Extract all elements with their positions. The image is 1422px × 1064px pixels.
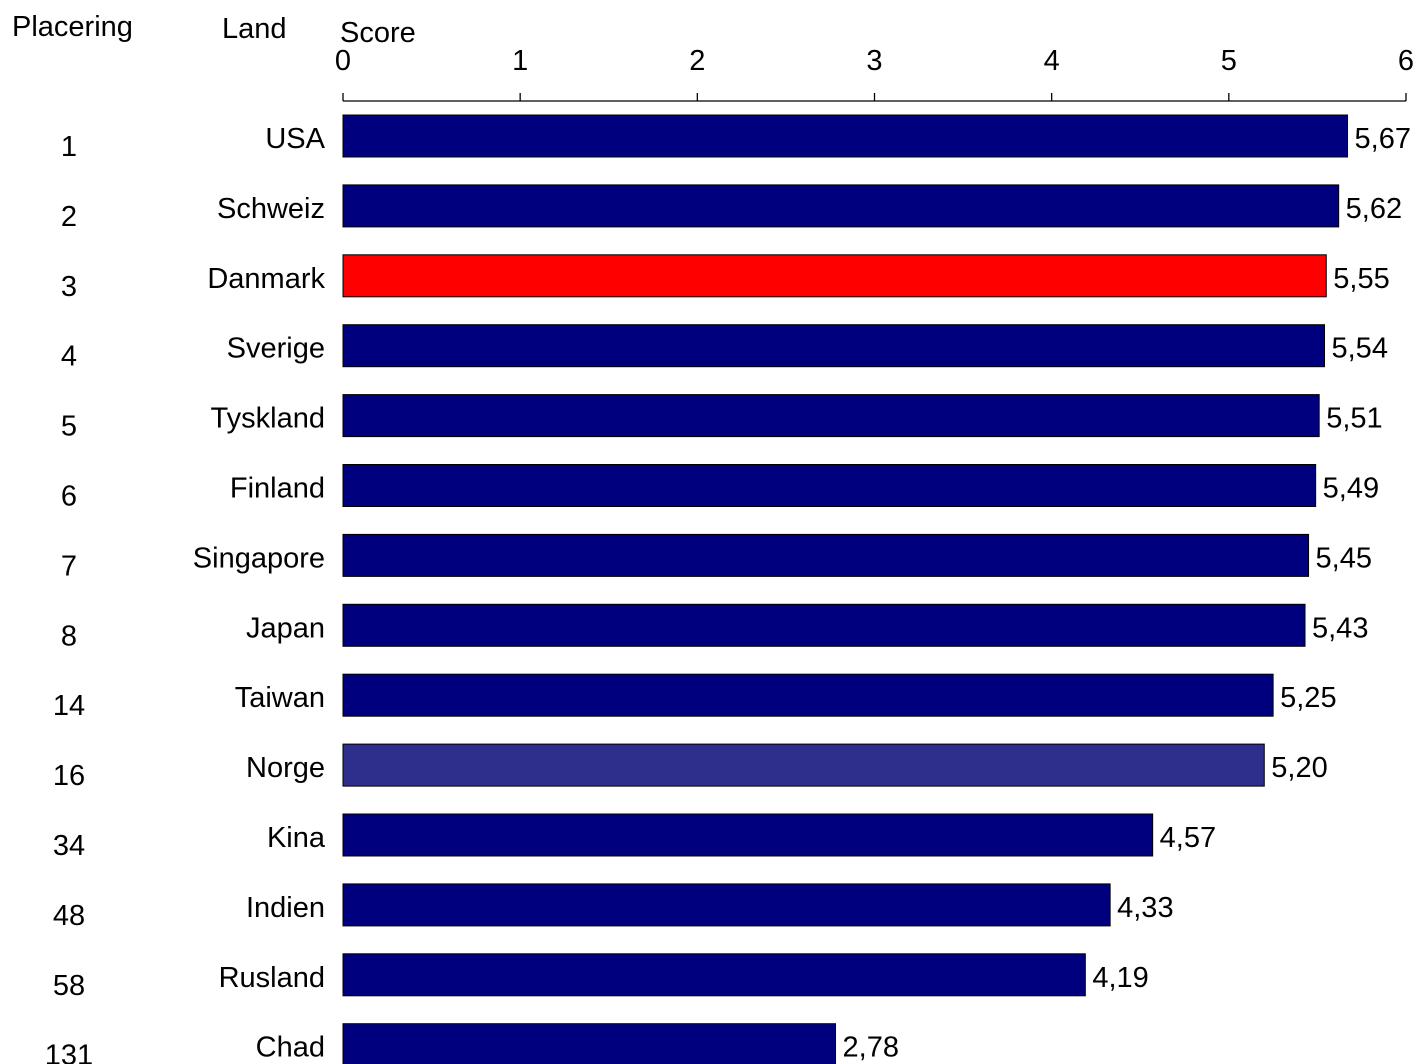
value-label: 4,57 [1160, 822, 1216, 854]
country-label: Rusland [219, 962, 325, 994]
value-label: 5,62 [1346, 193, 1402, 225]
header-rank: Placering [12, 11, 133, 43]
x-tick-label: 0 [335, 45, 351, 77]
rank-label: 34 [53, 830, 85, 862]
rank-label: 48 [53, 900, 85, 932]
rank-label: 8 [61, 620, 77, 652]
country-label: Norge [246, 752, 325, 784]
rank-label: 3 [61, 271, 77, 303]
x-tick-label: 5 [1221, 45, 1237, 77]
bar [342, 743, 1265, 787]
rank-label: 6 [61, 481, 77, 513]
bar [342, 324, 1326, 368]
rank-label: 7 [61, 550, 77, 582]
value-label: 5,67 [1355, 123, 1411, 155]
bar [342, 114, 1349, 158]
bar [342, 464, 1317, 507]
header-country: Land [222, 13, 287, 45]
bar [342, 603, 1306, 647]
country-label: Indien [246, 892, 325, 924]
value-label: 5,55 [1333, 263, 1389, 295]
x-tick-label: 2 [689, 45, 705, 77]
bar [342, 813, 1154, 857]
country-label: USA [265, 123, 325, 155]
value-label: 5,51 [1326, 403, 1382, 435]
bar [342, 184, 1340, 228]
bar [342, 1023, 837, 1064]
rank-label: 2 [61, 201, 77, 233]
country-label: Singapore [193, 542, 325, 574]
x-tick-label: 3 [866, 45, 882, 77]
bar-rows: 1 USA 5,67 2 Schweiz 5,62 3 Danmark 5,55 4 Sverige… [45, 114, 1411, 1064]
bar [342, 394, 1320, 438]
value-label: 2,78 [843, 1032, 899, 1064]
rank-label: 5 [61, 411, 77, 443]
x-tick-label: 4 [1044, 45, 1060, 77]
rank-label: 1 [61, 131, 77, 163]
header-score: Score [340, 17, 416, 49]
value-label: 5,54 [1332, 333, 1388, 365]
value-label: 5,45 [1316, 542, 1372, 574]
value-label: 5,49 [1323, 473, 1379, 505]
value-label: 5,25 [1280, 682, 1336, 714]
country-label: Sverige [227, 333, 325, 365]
x-tick-label: 1 [512, 45, 528, 77]
country-label: Kina [267, 822, 326, 854]
bar [342, 533, 1310, 577]
country-label: Japan [246, 612, 325, 644]
rank-label: 4 [61, 341, 77, 373]
bar [342, 673, 1274, 717]
value-label: 5,43 [1312, 612, 1368, 644]
country-label: Finland [230, 473, 325, 505]
rank-label: 14 [53, 690, 85, 722]
value-label: 4,33 [1117, 892, 1173, 924]
country-label: Tyskland [211, 403, 325, 435]
value-label: 4,19 [1092, 962, 1148, 994]
country-label: Chad [256, 1032, 325, 1064]
x-tick-label: 6 [1398, 45, 1414, 77]
value-label: 5,20 [1271, 752, 1327, 784]
rank-label: 131 [45, 1040, 93, 1064]
country-label: Danmark [207, 263, 325, 295]
bar [342, 953, 1086, 997]
country-label: Taiwan [235, 682, 325, 714]
x-axis: 0 1 2 3 4 5 6 [335, 45, 1414, 102]
bar [342, 883, 1111, 927]
country-label: Schweiz [217, 193, 325, 225]
bar [342, 254, 1327, 298]
rank-label: 58 [53, 970, 85, 1002]
rank-label: 16 [53, 760, 85, 792]
